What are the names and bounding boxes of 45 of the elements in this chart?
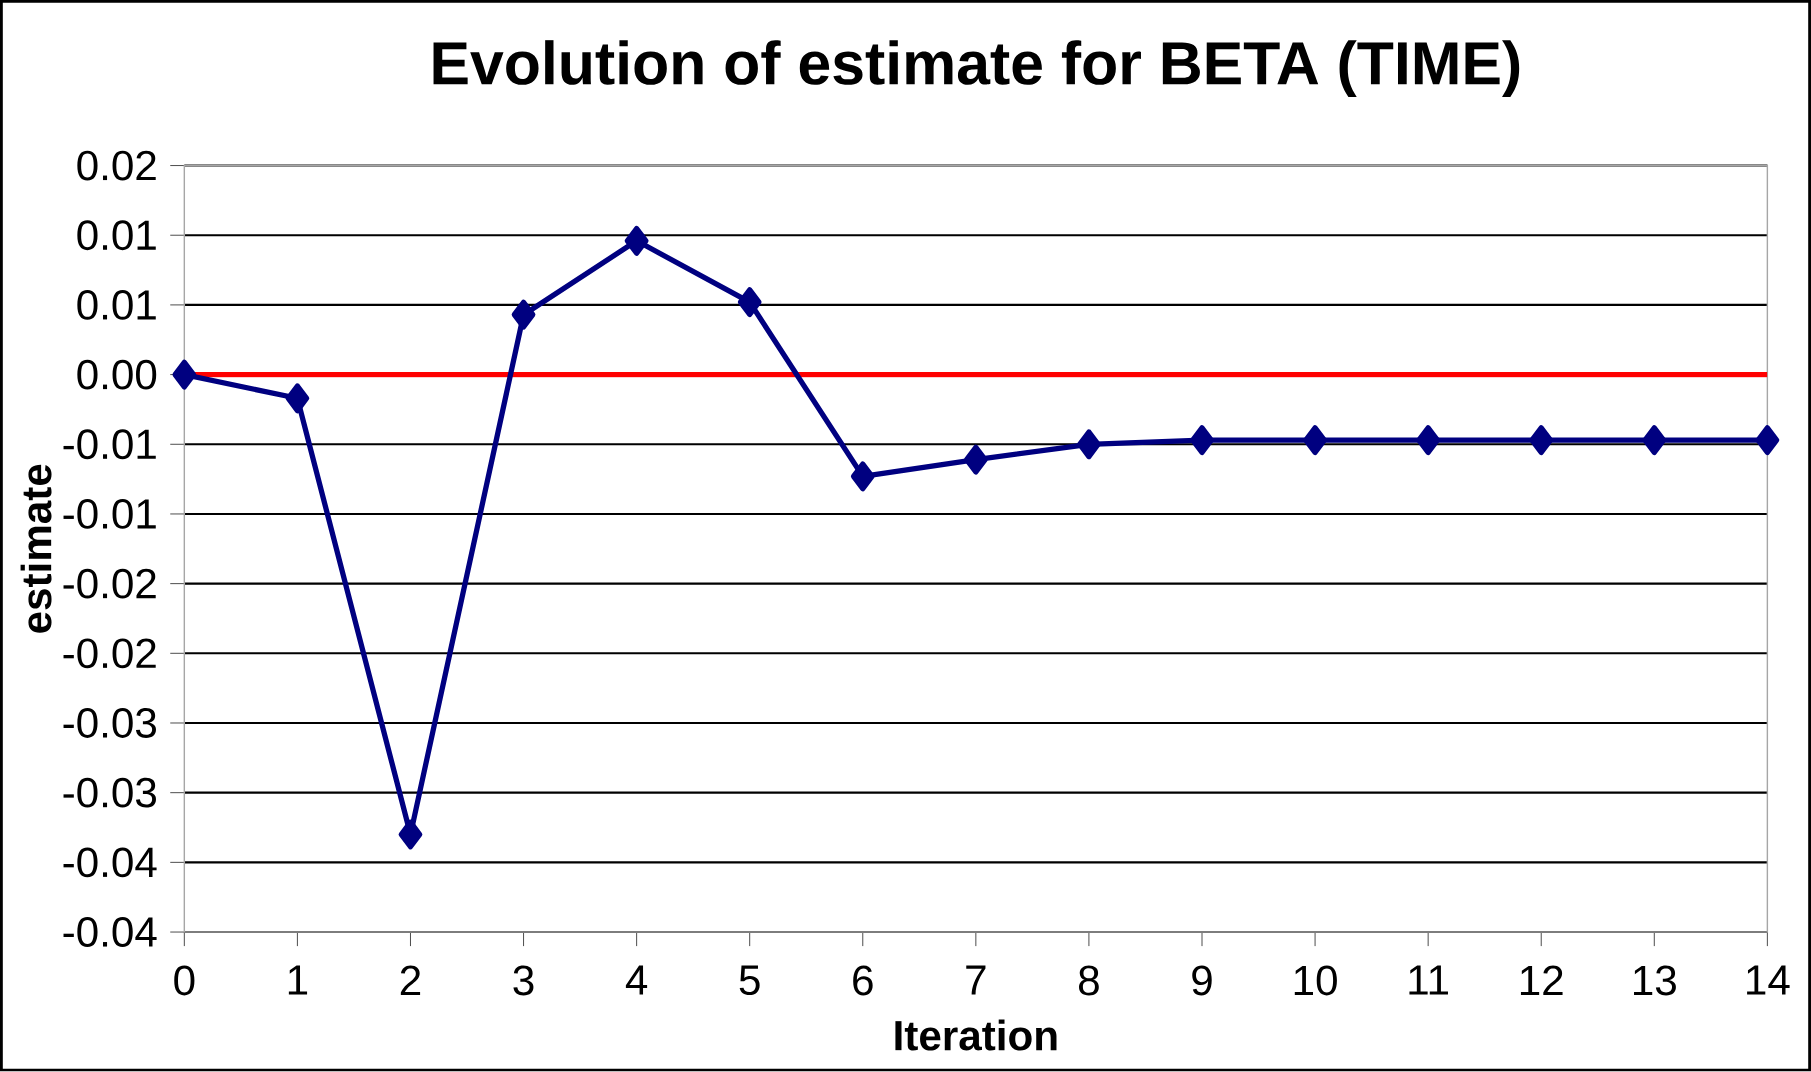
point xyxy=(963,444,988,475)
y-tick-label: -0.03 xyxy=(63,777,156,808)
x-axis-title: Iteration xyxy=(895,1019,1057,1051)
y-tick-label: -0.04 xyxy=(63,917,157,948)
x-tick-label: 13 xyxy=(1634,965,1676,996)
x-tick-label: 12 xyxy=(1520,965,1563,996)
point xyxy=(1190,425,1214,456)
point xyxy=(624,226,649,256)
x-tick-label: 8 xyxy=(1079,965,1099,996)
y-axis-title: estimate xyxy=(20,464,52,633)
point xyxy=(1529,425,1554,456)
x-tick-label: 4 xyxy=(625,965,648,995)
y-tick-label: 0.01 xyxy=(77,290,156,321)
y-tick-label: -0.01 xyxy=(63,429,156,460)
x-tick-label: 1 xyxy=(288,965,308,995)
x-tick-label: 3 xyxy=(513,965,534,996)
y-tick-label: -0.01 xyxy=(63,499,156,530)
point xyxy=(172,359,197,390)
x-tick-label: 11 xyxy=(1409,965,1448,995)
y-tick-label: -0.02 xyxy=(63,568,156,599)
point xyxy=(398,819,423,850)
x-tick-label: 14 xyxy=(1747,965,1790,995)
point xyxy=(285,383,310,414)
x-tick-label: 0 xyxy=(174,965,195,996)
x-tick-label: 10 xyxy=(1294,965,1337,996)
chart-title: Evolution of estimate for BETA (TIME) xyxy=(433,40,1520,98)
y-tick-label: -0.03 xyxy=(63,708,156,739)
x-tick-label: 7 xyxy=(966,965,986,995)
x-tick-label: 6 xyxy=(853,965,873,996)
point xyxy=(1077,429,1101,460)
point xyxy=(1303,425,1327,456)
point xyxy=(1642,425,1667,456)
point xyxy=(850,461,875,492)
x-tick-label: 5 xyxy=(739,965,760,996)
point xyxy=(1755,425,1780,456)
x-tick-label: 9 xyxy=(1192,965,1212,996)
y-tick-label: 0.01 xyxy=(77,220,156,251)
x-tick-label: 2 xyxy=(400,965,421,996)
y-tick-label: 0.02 xyxy=(77,150,156,181)
point xyxy=(1416,425,1441,456)
point xyxy=(511,299,536,330)
y-tick-label: 0.00 xyxy=(77,359,157,390)
y-tick-label: -0.04 xyxy=(63,847,157,878)
y-tick-label: -0.02 xyxy=(63,638,156,669)
point xyxy=(737,287,762,318)
